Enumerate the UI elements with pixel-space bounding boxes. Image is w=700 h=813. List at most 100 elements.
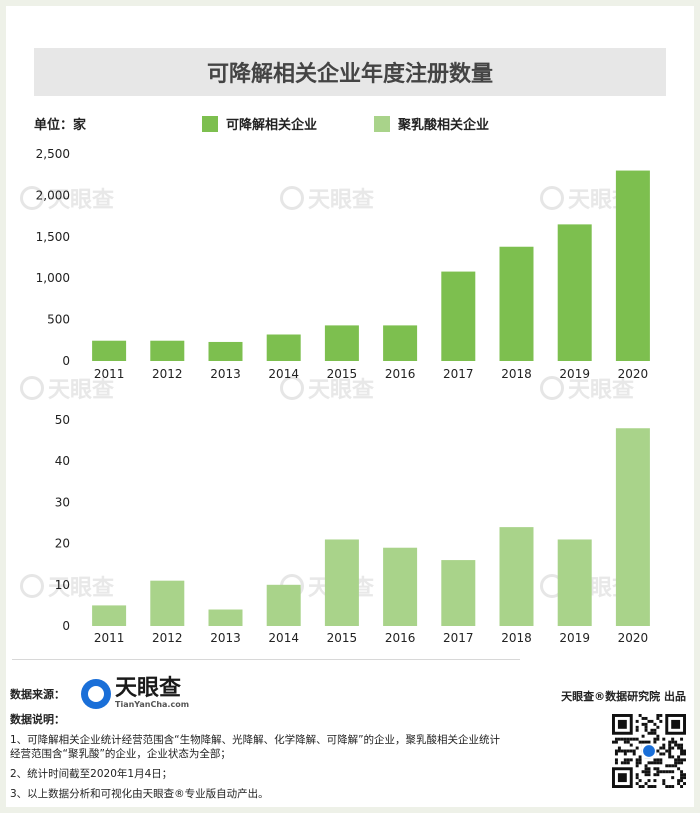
qr-module [671, 737, 675, 741]
qr-module [614, 758, 618, 762]
qr-module [638, 740, 642, 744]
y-tick-label: 2,500 [36, 147, 70, 161]
qr-module [671, 755, 675, 759]
qr-module [680, 737, 684, 741]
source-label: 数据来源： [10, 687, 65, 701]
qr-module [614, 752, 618, 756]
unit-label: 单位：家 [34, 118, 87, 133]
qr-module [662, 746, 666, 750]
source-logo-sub: TianYanCha.com [115, 700, 190, 709]
qr-module [662, 743, 666, 747]
footer-divider [12, 659, 520, 660]
x-tick-label: 2012 [152, 367, 183, 381]
qr-module [644, 767, 648, 771]
qr-center-logo-icon [643, 745, 655, 757]
x-tick-label: 2016 [385, 631, 416, 645]
y-tick-label: 1,000 [36, 271, 70, 285]
qr-module [674, 740, 678, 744]
qr-module [677, 743, 681, 747]
y-tick-label: 500 [47, 313, 70, 327]
x-tick-label: 2012 [152, 631, 183, 645]
qr-module [635, 761, 639, 765]
qr-module [677, 779, 681, 783]
qr-module [623, 761, 627, 765]
qr-module [647, 767, 651, 771]
qr-module [659, 714, 663, 717]
qr-module [659, 752, 663, 756]
qr-module [650, 731, 654, 735]
qr-module [653, 773, 657, 777]
x-tick-label: 2017 [443, 631, 474, 645]
qr-module [650, 761, 654, 765]
qr-module [683, 782, 686, 786]
qr-module [635, 737, 639, 741]
qr-module [674, 743, 678, 747]
qr-module [677, 767, 681, 771]
qr-module [668, 746, 672, 750]
qr-module [638, 758, 642, 762]
qr-module [635, 725, 639, 729]
source-logo-main: 天眼查 [115, 676, 182, 701]
x-tick-label: 2018 [501, 367, 532, 381]
qr-module [668, 740, 672, 744]
qr-module [680, 746, 684, 750]
qr-module [647, 719, 651, 723]
qr-module [674, 758, 678, 762]
qr-module [641, 722, 645, 726]
qr-module [653, 740, 657, 744]
bar [615, 170, 650, 361]
qr-module [659, 770, 663, 774]
qr-module [671, 785, 675, 788]
x-tick-label: 2020 [618, 367, 649, 381]
bar [441, 271, 476, 361]
bar [266, 334, 301, 361]
qr-module [617, 773, 627, 783]
footer: 数据来源： 天眼查 TianYanCha.com 数据说明： 1、可降解相关企业… [10, 678, 510, 801]
qr-module [668, 770, 672, 774]
x-tick-label: 2017 [443, 367, 474, 381]
qr-module [680, 752, 684, 756]
x-tick-label: 2016 [385, 367, 416, 381]
qr-module [677, 758, 681, 762]
y-tick-label: 20 [55, 537, 70, 551]
qr-module [617, 746, 621, 750]
qr-module [680, 770, 684, 774]
qr-module [656, 767, 660, 771]
qr-module [680, 749, 684, 753]
qr-module [683, 758, 686, 762]
qr-module [653, 728, 657, 732]
qr-module [671, 776, 675, 780]
x-tick-label: 2015 [327, 631, 358, 645]
bar [324, 539, 359, 626]
bar [92, 605, 127, 626]
qr-module [641, 785, 645, 788]
qr-module [623, 737, 627, 741]
bar [499, 527, 534, 626]
bar [208, 609, 243, 626]
bar [557, 224, 592, 361]
qr-module [635, 728, 639, 732]
publisher-label: 天眼查®数据研究院 出品 [561, 690, 686, 703]
qr-module [644, 740, 648, 744]
qr-module [653, 779, 657, 783]
qr-module [641, 740, 645, 744]
qr-code [612, 714, 686, 788]
x-tick-label: 2018 [501, 631, 532, 645]
bar [324, 325, 359, 361]
qr-module [656, 773, 660, 777]
qr-module [656, 734, 660, 738]
qr-module [653, 758, 657, 762]
qr-module [635, 776, 639, 780]
qr-module [671, 770, 675, 774]
x-tick-label: 2019 [559, 367, 590, 381]
qr-module [668, 755, 672, 759]
qr-module [665, 749, 669, 753]
qr-module [644, 782, 648, 786]
legend-swatch-pla [374, 115, 390, 132]
qr-module [653, 761, 657, 765]
qr-module [680, 758, 684, 762]
chart-title: 可降解相关企业年度注册数量 [34, 48, 666, 96]
y-tick-label: 0 [62, 619, 70, 633]
qr-module [635, 758, 639, 762]
